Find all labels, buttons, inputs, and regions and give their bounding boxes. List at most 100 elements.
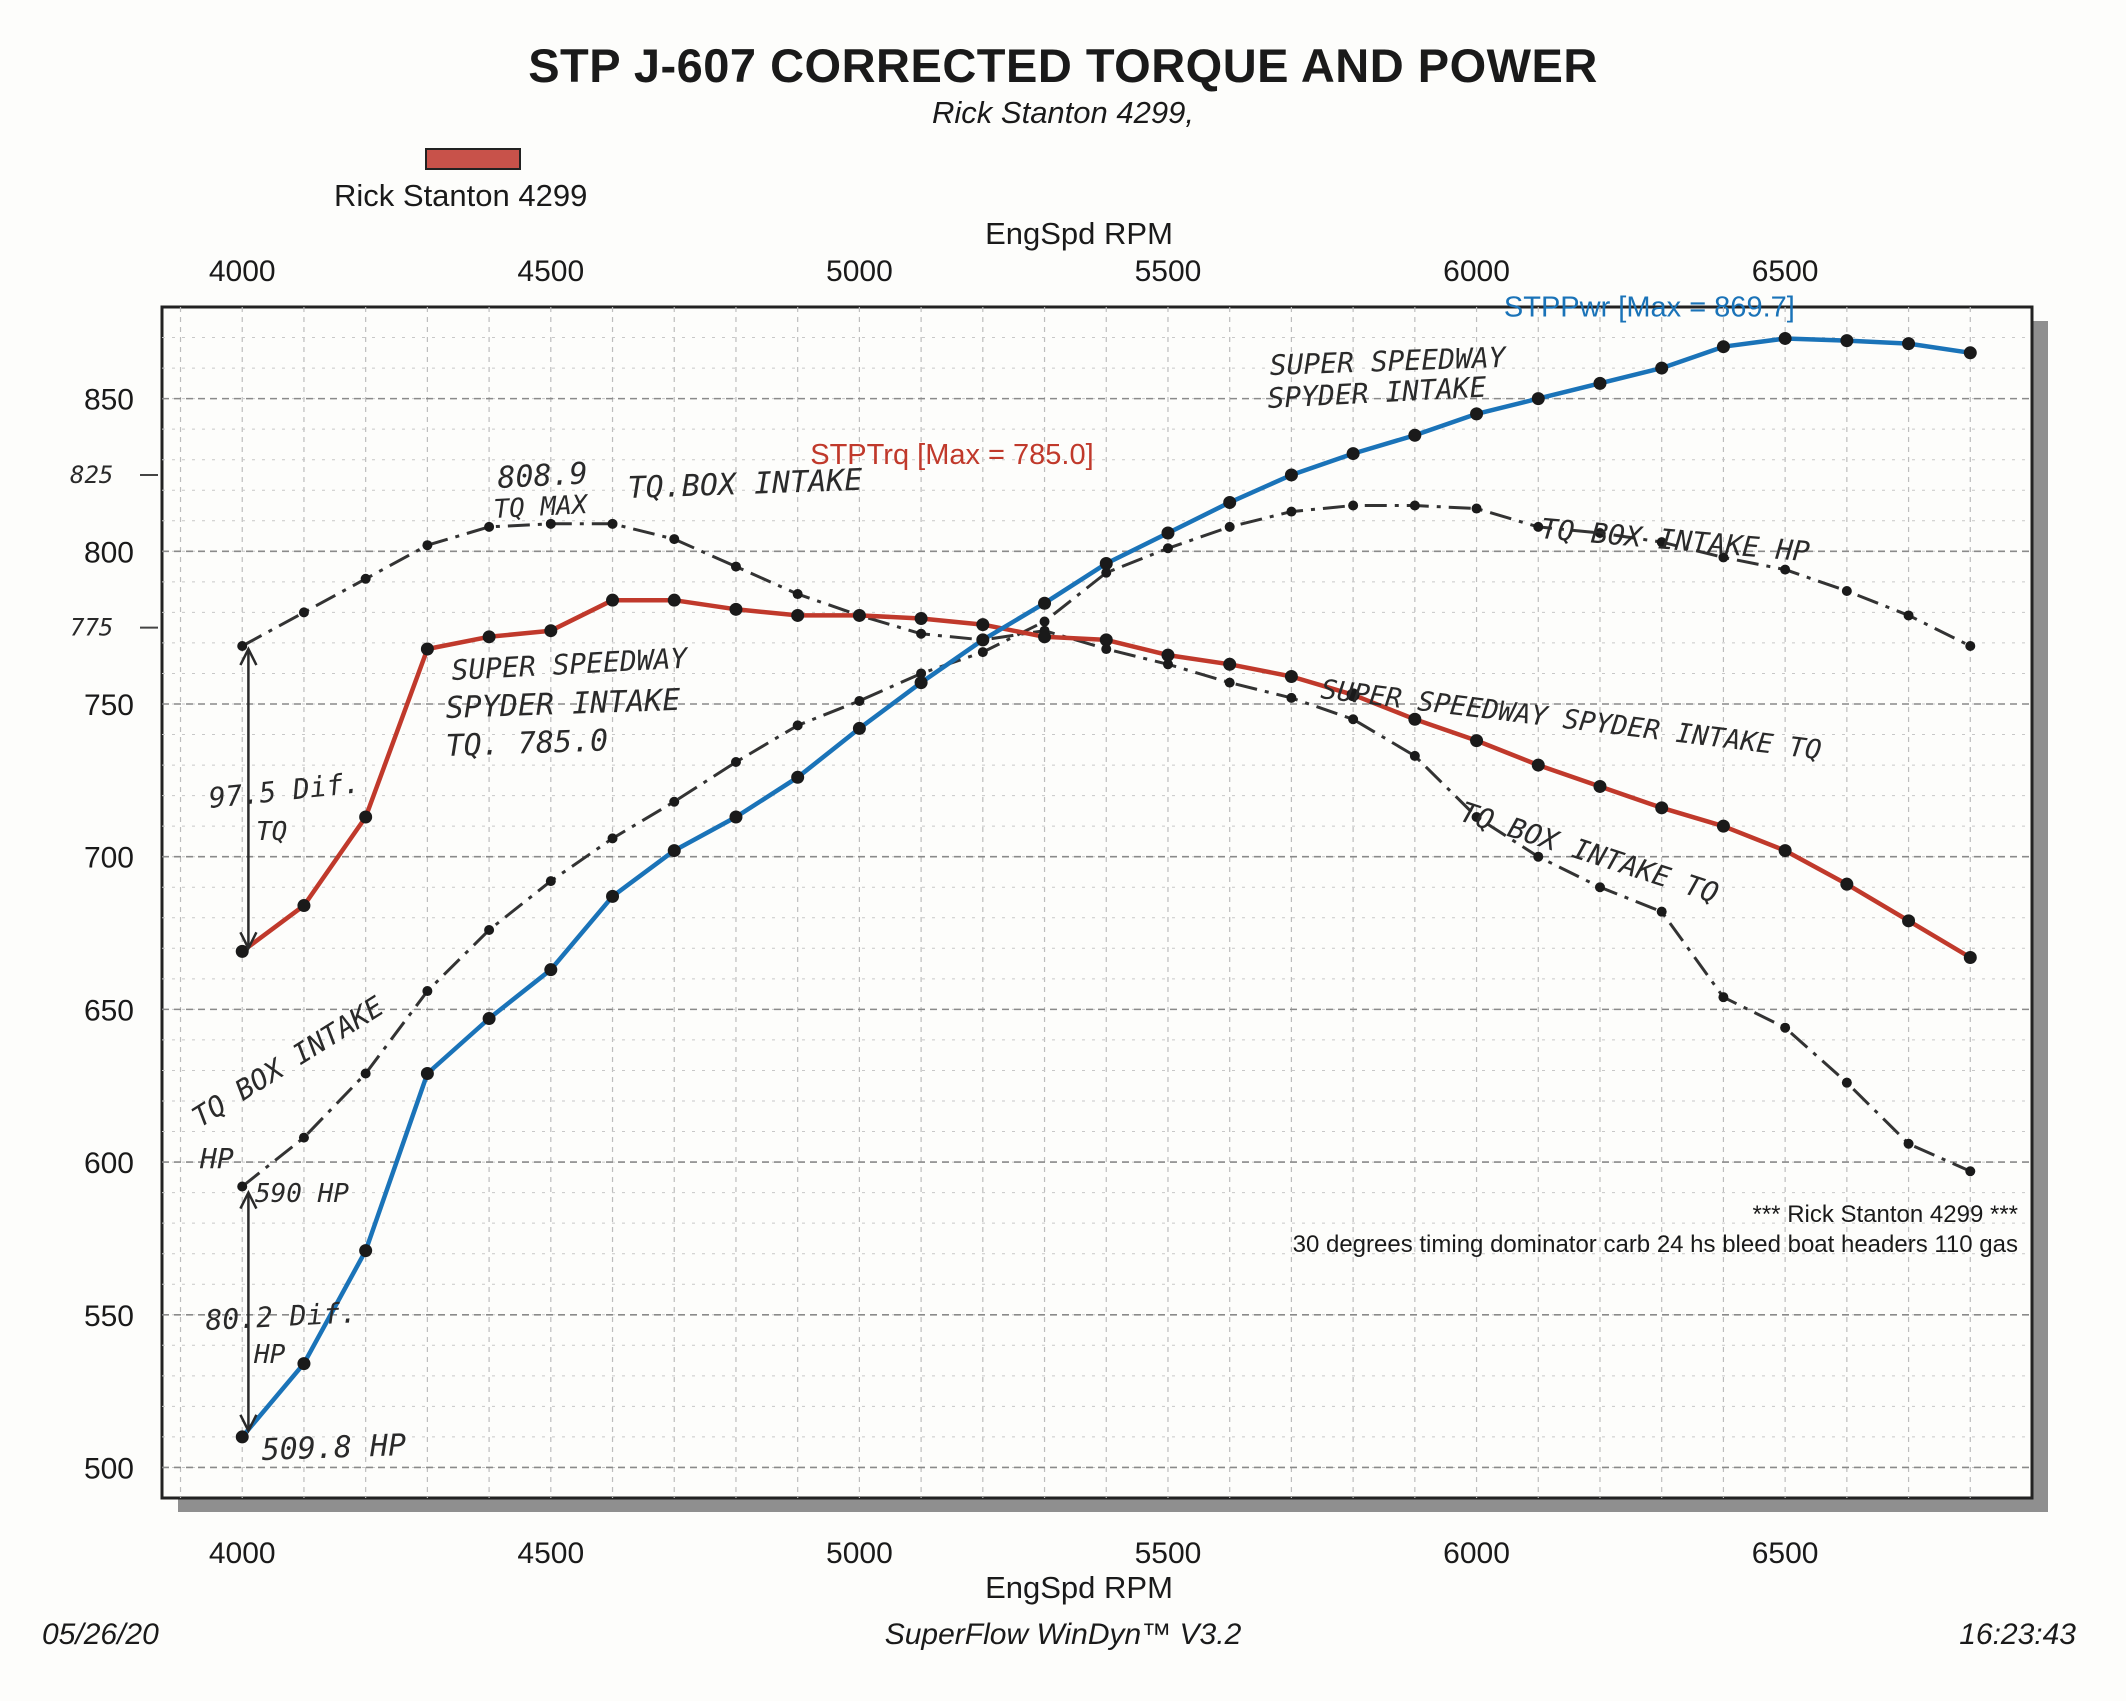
data-point (1963, 950, 1977, 964)
footnote-line-1: *** Rick Stanton 4299 *** (1753, 1201, 2019, 1228)
series-line-3 (241, 504, 1971, 1188)
data-point (359, 810, 373, 824)
data-point (1346, 447, 1360, 461)
footer-time: 16:23:43 (1959, 1618, 2076, 1651)
data-point (1470, 734, 1484, 748)
data-point (1286, 506, 1297, 517)
data-point (916, 668, 927, 679)
data-point (1038, 630, 1052, 644)
data-point (1594, 527, 1605, 538)
data-point (667, 593, 681, 607)
data-point (1655, 361, 1669, 375)
data-point (544, 624, 558, 638)
data-point (914, 676, 928, 690)
data-point (1162, 659, 1173, 670)
plot-frame (160, 305, 2034, 1500)
data-point (1718, 552, 1729, 563)
data-point (1902, 914, 1916, 928)
data-point (297, 899, 311, 913)
data-point (1655, 801, 1669, 815)
data-point (359, 1244, 373, 1258)
x-tick-label-bottom: 6000 (1443, 1537, 1510, 1570)
data-point (1408, 428, 1422, 442)
data-point (791, 770, 805, 784)
data-point (914, 611, 928, 625)
data-point (1656, 906, 1667, 917)
data-point (730, 561, 741, 572)
torque-series-annotation: STPTrq [Max = 785.0] (810, 439, 1093, 471)
data-point (916, 628, 927, 639)
data-point (1533, 851, 1544, 862)
data-point (1903, 1138, 1914, 1149)
data-point (1161, 526, 1175, 540)
x-tick-label-top: 4500 (517, 255, 584, 288)
handwritten-annotation: TQ. 785.0 (445, 723, 609, 764)
data-point (1965, 1166, 1976, 1177)
handwritten-annotation: HP (199, 1142, 234, 1175)
data-point (1284, 670, 1298, 684)
data-point (792, 589, 803, 600)
x-tick-label-top: 6500 (1752, 255, 1819, 288)
data-point (1101, 644, 1112, 655)
data-point (1409, 750, 1420, 761)
data-point (545, 518, 556, 529)
x-tick-label-bottom: 5000 (826, 1537, 893, 1570)
torque-difference-arrow-head-top (239, 646, 258, 666)
data-point (669, 796, 680, 807)
data-point (1531, 758, 1545, 772)
data-point (1223, 495, 1237, 509)
data-point (1286, 692, 1297, 703)
data-point (1348, 714, 1359, 725)
chart-subtitle: Rick Stanton 4299, (932, 95, 1194, 130)
data-point (669, 534, 680, 545)
y-tick-label: 550 (84, 1300, 134, 1333)
power-difference-arrow-head-bottom (239, 1414, 258, 1434)
y-tick-label: 700 (84, 842, 134, 875)
data-point (420, 642, 434, 656)
power-difference-arrow-head-top (239, 1189, 258, 1210)
y-tick-label: 600 (84, 1147, 134, 1180)
data-point (976, 618, 990, 632)
handwritten-annotation: TQ (256, 817, 287, 847)
y-handwritten-tick: 775 (70, 614, 113, 642)
data-point (1224, 677, 1235, 688)
data-point (484, 521, 495, 532)
data-point (606, 889, 620, 903)
data-point (976, 633, 990, 647)
data-point (237, 1181, 248, 1192)
data-point (607, 833, 618, 844)
data-point (792, 720, 803, 731)
y-tick-label: 850 (84, 384, 134, 417)
handwritten-annotation: TQ MAX (493, 490, 590, 525)
data-point (1963, 346, 1977, 360)
y-tick-label: 650 (84, 994, 134, 1027)
data-point (1778, 844, 1792, 858)
chart-title: STP J-607 CORRECTED TORQUE AND POWER (528, 39, 1598, 92)
handwritten-annotation: SPYDER INTAKE (445, 683, 681, 726)
data-point (482, 1012, 496, 1026)
data-point (1965, 640, 1976, 651)
handwritten-annotation: TQ.BOX INTAKE (627, 463, 863, 506)
x-tick-label-bottom: 4500 (517, 1537, 584, 1570)
data-point (1039, 616, 1050, 627)
data-point (1716, 340, 1730, 354)
y-tick-label: 750 (84, 689, 134, 722)
x-tick-label-top: 6000 (1443, 255, 1510, 288)
data-point (360, 573, 371, 584)
data-point (1408, 712, 1422, 726)
data-point (1038, 596, 1052, 610)
data-point (297, 1357, 311, 1371)
data-point (1223, 657, 1237, 671)
data-point (1346, 688, 1360, 702)
x-tick-label-top: 4000 (209, 255, 276, 288)
data-point (1531, 392, 1545, 406)
data-point (729, 810, 743, 824)
footer-software: SuperFlow WinDyn™ V3.2 (884, 1618, 1242, 1651)
x-tick-label-top: 5000 (826, 255, 893, 288)
data-point (607, 518, 618, 529)
data-point (1841, 1077, 1852, 1088)
data-point (1840, 334, 1854, 348)
data-point (1161, 648, 1175, 662)
data-point (544, 963, 558, 977)
